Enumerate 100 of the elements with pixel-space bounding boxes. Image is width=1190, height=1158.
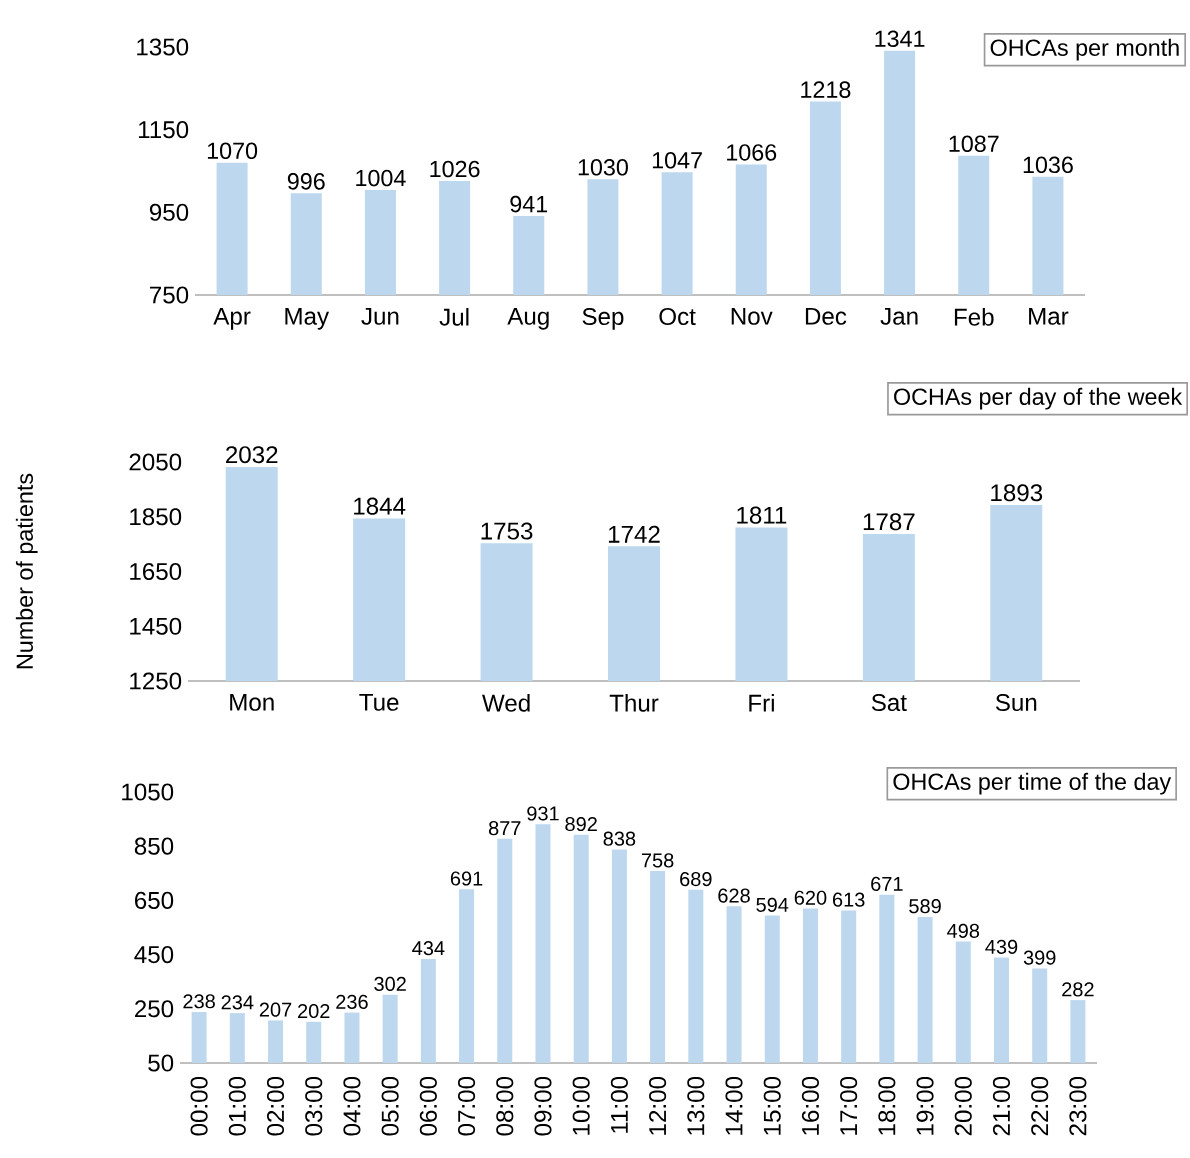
data-label: 838	[603, 831, 636, 846]
data-label: 1753	[481, 522, 533, 540]
x-tick-label: 02:00	[266, 1076, 285, 1136]
data-label: 1893	[991, 484, 1043, 502]
data-label: 434	[412, 941, 445, 956]
data-label: 931	[527, 806, 559, 821]
x-tick-label: 06:00	[419, 1076, 437, 1136]
data-label: 689	[680, 872, 712, 887]
y-tick-label: 1050	[122, 783, 174, 801]
chart-title: OCHAs per day of the week	[894, 387, 1183, 410]
data-label: 1087	[949, 135, 999, 153]
y-tick-label: 50	[148, 1054, 174, 1072]
x-tick-label: Fri	[749, 693, 774, 712]
x-tick-label: Dec	[805, 307, 847, 325]
x-tick-label: Tue	[359, 693, 399, 711]
y-tick-label: 1450	[130, 617, 182, 635]
x-tick-label: 21:00	[992, 1076, 1011, 1136]
data-label: 2032	[226, 446, 278, 464]
data-label: 1036	[1023, 156, 1073, 174]
x-tick-label: 17:00	[840, 1076, 858, 1135]
chart-title: OHCAs per time of the day	[893, 772, 1172, 795]
chart-title: OHCAs per month	[990, 38, 1179, 61]
data-label: 892	[565, 816, 597, 832]
data-label: 1742	[608, 525, 660, 543]
data-label: 238	[183, 994, 215, 1009]
data-label: 207	[259, 1002, 292, 1017]
data-label: 691	[450, 871, 483, 886]
data-label: 399	[1023, 950, 1056, 965]
data-label: 282	[1062, 982, 1094, 997]
x-tick-label: 09:00	[534, 1076, 552, 1136]
x-tick-label: 18:00	[878, 1076, 896, 1135]
data-label: 1787	[863, 513, 915, 531]
x-tick-label: 13:00	[687, 1076, 705, 1135]
data-label: 941	[510, 195, 548, 213]
data-label: 758	[641, 853, 674, 868]
y-tick-label: 1250	[130, 672, 182, 690]
y-tick-label: 1350	[137, 38, 189, 56]
x-tick-label: 19:00	[916, 1076, 934, 1135]
data-label: 439	[985, 939, 1018, 954]
x-tick-label: Jan	[880, 307, 918, 325]
x-tick-label: Wed	[482, 693, 530, 712]
x-tick-label: 10:00	[572, 1076, 590, 1135]
y-tick-label: 250	[135, 1000, 174, 1018]
y-tick-label: 750	[150, 286, 189, 304]
x-tick-label: 08:00	[496, 1076, 514, 1136]
x-tick-label: 00:00	[190, 1076, 208, 1136]
x-tick-label: Mar	[1029, 307, 1069, 325]
data-label: 1066	[727, 144, 777, 161]
x-tick-label: Mon	[230, 693, 274, 711]
x-tick-label: 20:00	[954, 1076, 972, 1136]
x-tick-label: Jul	[439, 307, 469, 326]
data-label: 1844	[354, 497, 406, 515]
x-tick-label: 04:00	[343, 1076, 361, 1136]
data-label: 234	[221, 995, 254, 1010]
y-tick-label: 1850	[130, 508, 182, 526]
x-tick-label: 22:00	[1031, 1076, 1049, 1136]
data-label: 1070	[207, 142, 258, 160]
data-label: 1030	[578, 159, 628, 176]
x-tick-label: 03:00	[305, 1076, 323, 1136]
data-label: 1341	[875, 30, 925, 48]
data-label: 1026	[430, 160, 480, 178]
x-tick-label: Thur	[609, 693, 659, 712]
x-tick-label: Oct	[659, 307, 696, 326]
x-tick-label: Sun	[995, 693, 1037, 712]
data-label: 613	[832, 892, 865, 907]
x-tick-label: 05:00	[381, 1076, 399, 1136]
y-tick-label: 450	[134, 946, 174, 964]
data-label: 498	[947, 923, 980, 938]
data-label: 671	[871, 876, 903, 892]
x-tick-label: 23:00	[1069, 1076, 1087, 1136]
x-tick-label: Apr	[213, 307, 251, 330]
x-tick-label: Sep	[582, 307, 624, 330]
x-tick-label: Nov	[731, 307, 773, 325]
y-tick-label: 850	[134, 837, 174, 855]
x-tick-label: 15:00	[763, 1076, 781, 1135]
y-tick-label: 1650	[130, 562, 182, 581]
data-label: 202	[298, 1003, 330, 1019]
y-tick-label: 1150	[138, 121, 189, 139]
x-tick-label: 16:00	[801, 1076, 819, 1135]
x-tick-label: Feb	[954, 307, 994, 326]
x-tick-label: 01:00	[228, 1076, 246, 1136]
data-label: 589	[909, 899, 941, 914]
data-label: 236	[336, 994, 368, 1009]
data-label: 1004	[356, 169, 406, 187]
data-label: 1811	[737, 506, 787, 524]
y-tick-label: 650	[135, 891, 174, 909]
data-label: 877	[488, 821, 521, 836]
x-tick-label: Aug	[507, 307, 549, 330]
data-label: 1218	[801, 81, 851, 98]
data-label: 628	[718, 888, 750, 903]
x-tick-label: 11:00	[610, 1076, 628, 1133]
data-label: 620	[794, 890, 827, 905]
data-label: 594	[756, 897, 789, 912]
y-tick-label: 2050	[129, 453, 182, 471]
y-axis-title: Number of patients	[15, 473, 38, 669]
x-tick-label: 14:00	[725, 1076, 743, 1135]
x-tick-label: Sat	[871, 693, 907, 712]
x-tick-label: 12:00	[649, 1076, 667, 1135]
data-label: 996	[287, 173, 325, 190]
y-tick-label: 950	[149, 203, 189, 221]
